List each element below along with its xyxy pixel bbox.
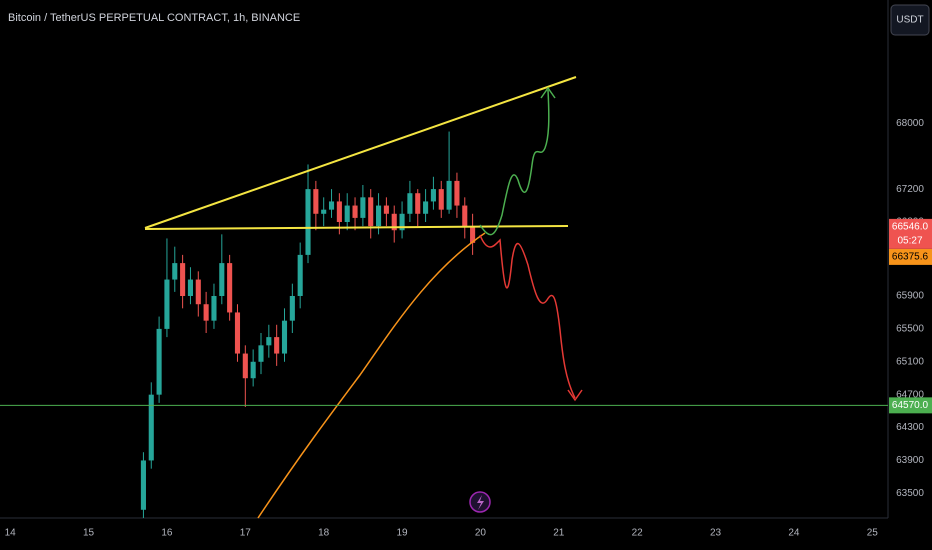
countdown-label: 05:27 — [897, 236, 922, 247]
candle-body — [187, 279, 194, 296]
lightning-symbol — [477, 495, 484, 510]
x-tick-label: 17 — [240, 528, 252, 539]
candle-body — [321, 209, 327, 214]
x-tick-label: 25 — [867, 528, 879, 539]
candle-body — [399, 213, 405, 231]
candle-body — [140, 460, 146, 510]
bearish-arrow — [567, 389, 583, 402]
candle-body — [305, 189, 311, 255]
level-label-box — [889, 397, 932, 414]
candle-body — [227, 263, 233, 313]
candle-body — [446, 180, 452, 210]
candle-body — [383, 205, 389, 214]
candle-body — [352, 205, 358, 218]
y-tick-label: 64300 — [896, 422, 924, 433]
candle-body — [297, 254, 303, 296]
y-tick-label: 68000 — [896, 118, 924, 129]
candle-body — [454, 180, 460, 206]
bearish-projection — [479, 234, 576, 399]
y-tick-label: 67200 — [896, 184, 924, 195]
resistance-trendline — [144, 76, 577, 229]
y-tick-label: 63900 — [896, 455, 924, 466]
y-tick-label: 65100 — [896, 356, 924, 367]
candle-body — [219, 263, 225, 296]
candle-body — [195, 279, 201, 305]
x-tick-label: 21 — [553, 528, 565, 539]
candle-body — [430, 189, 436, 202]
x-tick-label: 16 — [161, 528, 173, 539]
level-label: 64570.0 — [892, 400, 929, 411]
candle-body — [336, 201, 342, 222]
y-tick-label: 65900 — [896, 291, 924, 302]
candle-body — [242, 353, 248, 379]
candle-body — [148, 394, 154, 461]
x-tick-label: 24 — [788, 528, 800, 539]
last-price-label: 66546.0 — [892, 222, 929, 233]
candle-body — [203, 304, 209, 321]
currency-label[interactable]: USDT — [896, 15, 923, 26]
candle-body — [289, 296, 295, 321]
candle-body — [281, 320, 288, 354]
candle-body — [368, 197, 374, 227]
candle-body — [438, 189, 444, 210]
candle-body — [164, 279, 170, 329]
y-tick-label: 63500 — [896, 488, 924, 499]
moving-average — [257, 232, 486, 519]
candle-body — [415, 193, 421, 214]
x-tick-label: 18 — [318, 528, 330, 539]
x-tick-label: 15 — [83, 528, 95, 539]
candle-body — [250, 361, 256, 379]
candle-body — [156, 328, 162, 395]
candle-body — [258, 345, 264, 362]
candle-body — [344, 205, 350, 222]
ma-label-box — [889, 248, 932, 265]
x-tick-label: 22 — [632, 528, 644, 539]
candle-body — [407, 193, 413, 214]
candle-body — [234, 312, 241, 354]
plot — [140, 131, 476, 518]
candle-body — [470, 226, 476, 243]
bullish-projection — [479, 89, 550, 236]
candle-body — [313, 189, 319, 214]
x-tick-label: 19 — [397, 528, 409, 539]
candle-body — [172, 263, 178, 280]
currency-button[interactable] — [890, 4, 930, 36]
ma-label: 66375.6 — [892, 252, 929, 263]
last-price-box — [889, 218, 932, 249]
y-tick-label: 64700 — [896, 389, 924, 400]
candle-body — [423, 201, 429, 214]
candle-body — [328, 201, 335, 210]
candle-body — [376, 205, 382, 227]
bullish-arrow — [540, 86, 556, 99]
x-tick-label: 20 — [475, 528, 487, 539]
candle-body — [462, 205, 468, 227]
x-tick-label: 23 — [710, 528, 722, 539]
candle-body — [391, 213, 397, 231]
candle-body — [266, 337, 272, 346]
candle-body — [274, 337, 280, 354]
candle-body — [360, 197, 366, 218]
candle-body — [211, 296, 217, 321]
chart-title: Bitcoin / TetherUS PERPETUAL CONTRACT, 1… — [8, 12, 300, 24]
candle-body — [180, 263, 186, 296]
x-tick-label: 14 — [5, 528, 17, 539]
y-tick-label: 65500 — [896, 324, 924, 335]
